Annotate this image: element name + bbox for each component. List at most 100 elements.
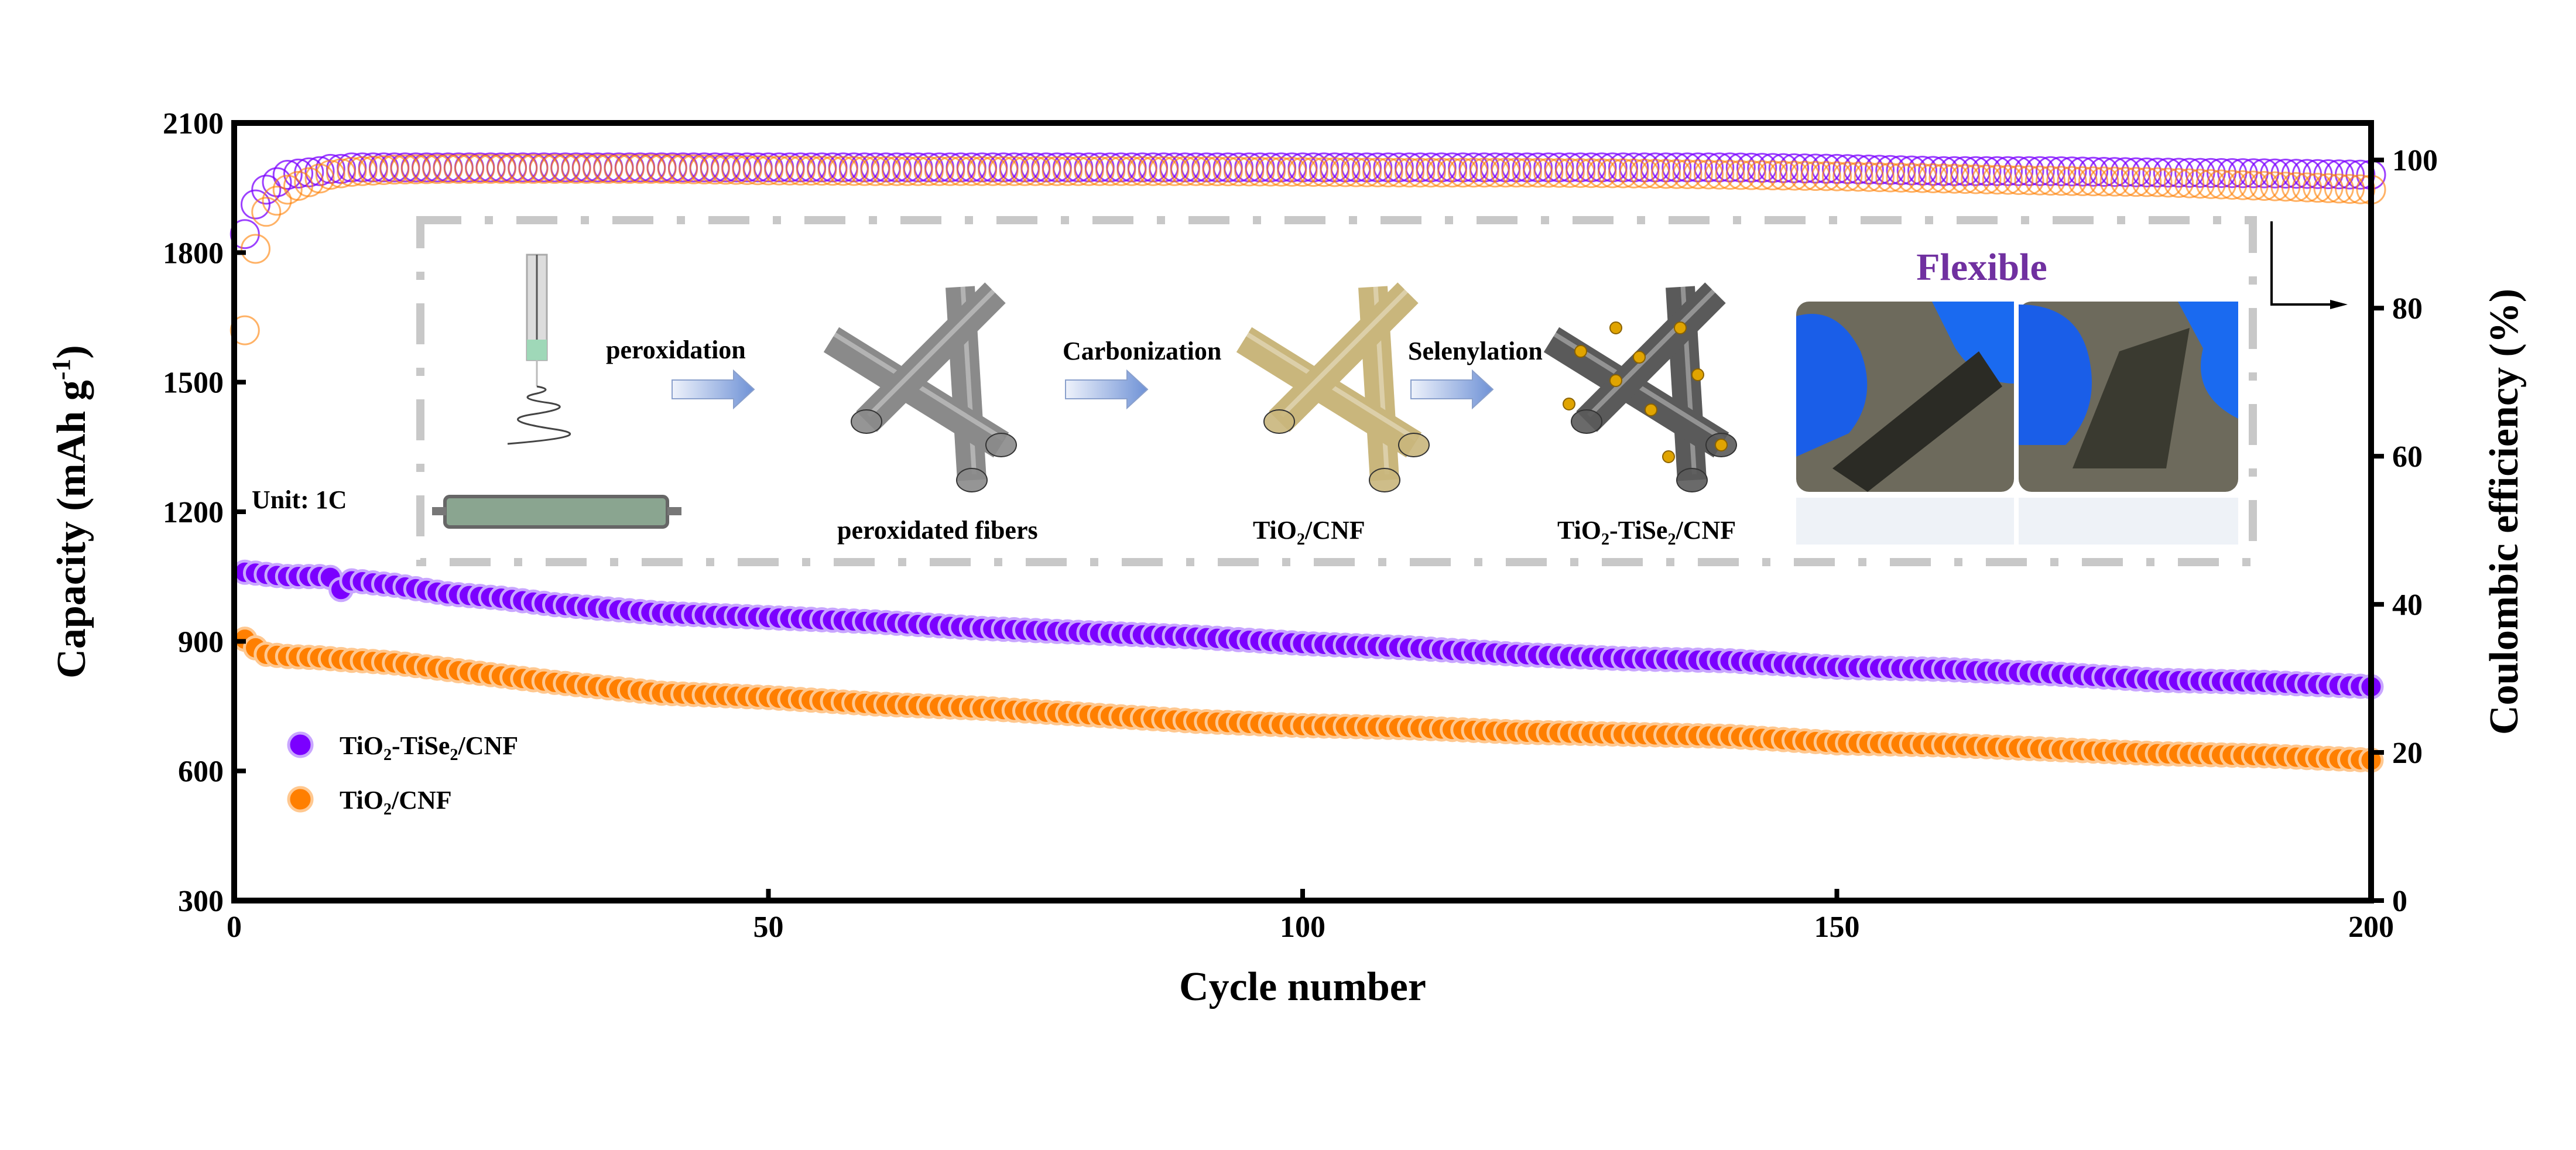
ce-point-tio2-tise2 xyxy=(1865,155,1895,185)
ce-point-tio2 xyxy=(2003,165,2034,196)
ce-point-tio2 xyxy=(2228,170,2258,200)
ce-point-tio2 xyxy=(764,155,794,186)
ce-point-tio2 xyxy=(1715,160,1745,190)
ce-point-tio2 xyxy=(1865,162,1895,193)
ce-point-tio2 xyxy=(668,154,698,184)
ce-point-tio2 xyxy=(1512,158,1542,188)
electrospinning-icon xyxy=(432,254,681,529)
peroxidated-fiber-end xyxy=(851,409,882,434)
ce-point-tio2 xyxy=(1298,157,1328,187)
ce-point-tio2 xyxy=(2057,166,2087,196)
ce-point-tio2-tise2 xyxy=(1811,153,1841,184)
ce-point-tio2 xyxy=(1031,156,1061,186)
process-arrow-icon xyxy=(672,369,755,410)
ce-point-tio2 xyxy=(711,155,741,185)
ce-point-tio2 xyxy=(1907,163,1937,193)
ce-point-tio2 xyxy=(422,154,453,184)
y-tick-label: 300 xyxy=(178,885,224,918)
ce-point-tio2 xyxy=(1822,161,1852,191)
ce-point-tio2 xyxy=(1181,156,1211,186)
ce-point-tio2-tise2 xyxy=(1854,155,1884,185)
ce-point-tio2 xyxy=(1352,157,1382,187)
ce-point-tio2 xyxy=(1373,157,1403,187)
ce-point-tio2 xyxy=(1704,159,1735,190)
ce-point-tio2 xyxy=(1426,158,1457,188)
ce-point-tio2 xyxy=(839,156,869,186)
tio2-tise2-fiber-end xyxy=(1676,468,1708,492)
ce-point-tio2 xyxy=(1918,163,1948,193)
inset-dashed-border xyxy=(416,216,2257,566)
ce-point-tio2 xyxy=(369,155,399,186)
ce-point-tio2 xyxy=(1020,156,1051,186)
pointer-arrow xyxy=(2270,221,2342,306)
ce-point-tio2 xyxy=(1566,158,1595,188)
ce-point-tio2 xyxy=(337,156,367,187)
ce-point-tio2 xyxy=(2078,166,2108,197)
ce-point-tio2 xyxy=(1629,159,1660,189)
ce-point-tio2 xyxy=(1320,157,1350,187)
peroxidated-fiber-end xyxy=(956,468,988,492)
ce-point-tio2 xyxy=(924,156,954,186)
ce-point-tio2 xyxy=(550,153,581,184)
ce-point-tio2 xyxy=(967,156,997,186)
ce-point-tio2 xyxy=(753,155,783,186)
ce-point-tio2 xyxy=(1854,162,1884,192)
ce-point-tio2 xyxy=(1212,156,1243,187)
flexible-photo-2 xyxy=(2019,302,2238,545)
ce-point-tio2 xyxy=(721,155,752,185)
ce-point-tio2 xyxy=(347,156,378,186)
tio2-tise2-fiber-end xyxy=(1571,409,1602,434)
ce-point-tio2 xyxy=(2153,167,2183,198)
ce-point-tio2-tise2 xyxy=(1715,152,1745,183)
ce-point-tio2 xyxy=(2217,170,2248,200)
ce-point-tio2 xyxy=(1993,165,2023,195)
ce-point-tio2-tise2 xyxy=(2046,156,2077,186)
ce-point-tio2 xyxy=(508,153,538,184)
ce-point-tio2 xyxy=(1768,160,1799,191)
ce-point-tio2 xyxy=(1159,156,1190,186)
y2-tick-label: 0 xyxy=(2392,885,2407,918)
ce-point-tio2 xyxy=(2281,172,2311,202)
ce-point-tio2 xyxy=(1843,162,1873,192)
ce-point-tio2-tise2 xyxy=(1928,156,1959,186)
ce-point-tio2 xyxy=(1330,157,1361,187)
ce-point-tio2-tise2 xyxy=(2089,156,2119,187)
ce-point-tio2-tise2 xyxy=(2036,156,2065,186)
ce-point-tio2-tise2 xyxy=(2121,157,2151,187)
ce-point-tio2 xyxy=(1619,158,1649,189)
ce-point-tio2-tise2 xyxy=(1907,155,1937,186)
ce-point-tio2 xyxy=(849,156,880,186)
ce-point-tio2 xyxy=(2110,166,2140,197)
ce-point-tio2-tise2 xyxy=(2110,157,2140,187)
y-tick-label: 900 xyxy=(178,625,224,659)
ce-point-tio2 xyxy=(946,156,976,186)
ce-point-tio2-tise2 xyxy=(1683,152,1713,183)
ce-point-tio2 xyxy=(1694,159,1724,190)
y2-tick-label: 100 xyxy=(2392,144,2438,177)
ce-point-tio2 xyxy=(529,153,559,184)
ce-point-tio2 xyxy=(262,186,292,216)
ce-point-tio2 xyxy=(1950,164,1980,194)
ce-point-tio2 xyxy=(2089,166,2119,197)
ce-point-tio2 xyxy=(1800,161,1831,191)
ce-point-tio2 xyxy=(742,155,773,186)
ce-point-tio2-tise2 xyxy=(1843,154,1873,184)
ce-point-tio2 xyxy=(1683,159,1713,190)
peroxidated-fiber xyxy=(856,282,1006,432)
ce-point-tio2 xyxy=(443,153,474,184)
ce-point-tio2 xyxy=(251,197,282,227)
step-label-selenylation: Selenylation xyxy=(1408,337,1543,365)
ce-point-tio2 xyxy=(732,155,762,185)
tise2-particle xyxy=(1609,374,1622,387)
ce-point-tio2 xyxy=(807,156,837,186)
flexible-photo-1 xyxy=(1796,302,2014,545)
ce-point-tio2-tise2 xyxy=(1939,156,1969,186)
ce-point-tio2 xyxy=(2238,170,2269,201)
ce-point-tio2 xyxy=(956,156,986,186)
ce-point-tio2 xyxy=(1074,156,1104,186)
ce-point-tio2-tise2 xyxy=(1971,156,2002,186)
ce-point-tio2 xyxy=(315,160,345,190)
process-arrow-icon xyxy=(1065,369,1149,410)
ce-point-tio2-tise2 xyxy=(1736,152,1766,183)
ce-point-tio2 xyxy=(1790,160,1820,191)
